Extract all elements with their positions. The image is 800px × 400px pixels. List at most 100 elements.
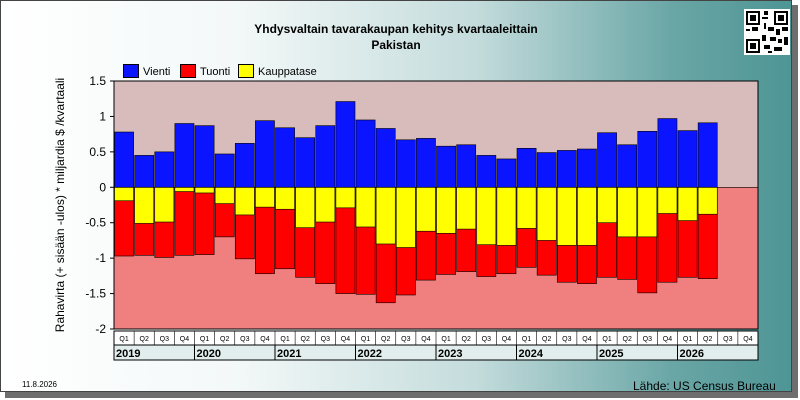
x-tick-label: Q3: [240, 336, 249, 343]
year-label: 2022: [358, 348, 382, 360]
x-tick-label: Q1: [522, 336, 531, 343]
x-tick-label: Q4: [663, 336, 672, 343]
bar-vienti: [677, 130, 698, 188]
year-label: 2025: [599, 348, 623, 360]
x-tick-label: Q3: [482, 336, 491, 343]
bar-kauppatase: [516, 186, 537, 229]
bar-kauppatase: [476, 186, 497, 245]
footer-date: 11.8.2026: [22, 380, 57, 389]
bar-vienti: [275, 127, 295, 188]
x-tick-label: Q2: [140, 336, 149, 343]
bar-kauppatase: [577, 186, 597, 246]
bar-kauppatase: [416, 186, 436, 232]
bar-kauppatase: [617, 186, 638, 238]
qr-code-icon: [744, 9, 790, 55]
bar-vienti: [436, 145, 456, 188]
plot-border: [113, 80, 759, 330]
bar-kauppatase: [657, 186, 678, 214]
x-tick-label: Q4: [421, 336, 430, 343]
bar-vienti: [335, 101, 356, 188]
legend-label-tuonti: Tuonti: [200, 66, 231, 78]
bar-kauppatase: [214, 186, 235, 204]
bar-vienti: [697, 122, 718, 188]
bar-vienti: [416, 138, 436, 188]
legend-swatch-tuonti: [180, 64, 196, 78]
bar-kauppatase: [194, 186, 215, 194]
bar-vienti: [255, 120, 275, 188]
bar-kauppatase: [255, 186, 275, 208]
chart-subtitle: Pakistan: [371, 38, 421, 52]
legend-label-vienti: Vienti: [143, 66, 171, 78]
y-tick-label: 0.5: [89, 145, 106, 159]
x-tick-label: Q3: [562, 336, 571, 343]
bar-vienti: [315, 125, 336, 188]
y-tick-label: -0.5: [85, 216, 106, 230]
bar-kauppatase: [295, 186, 316, 228]
x-tick-label: Q1: [119, 336, 128, 343]
bar-kauppatase: [315, 186, 336, 223]
x-tick-label: Q2: [462, 336, 471, 343]
bar-kauppatase: [677, 186, 698, 221]
bar-kauppatase: [134, 186, 155, 224]
year-label: 2023: [438, 348, 462, 360]
bar-vienti: [456, 144, 477, 188]
legend-swatch-kauppatase: [238, 64, 254, 78]
bar-vienti: [496, 158, 517, 188]
legend-label-kauppatase: Kauppatase: [258, 66, 317, 78]
bar-kauppatase: [395, 186, 416, 248]
x-tick-label: Q1: [361, 336, 370, 343]
bar-vienti: [556, 150, 577, 188]
bar-kauppatase: [154, 186, 175, 223]
bar-kauppatase: [496, 186, 517, 246]
x-tick-label: Q1: [441, 336, 450, 343]
bar-vienti: [134, 155, 155, 188]
x-tick-label: Q1: [280, 336, 289, 343]
x-tick-label: Q3: [321, 336, 330, 343]
x-tick-label: Q1: [200, 336, 209, 343]
x-tick-label: Q3: [160, 336, 169, 343]
y-tick-label: 1: [99, 109, 106, 123]
chart-plot: 1.5 1 0.5 0 -0.5 -1 -1.5 -2 Q1 Q2 Q3 Q4 Q1 Q2 Q3 Q4 Q1 Q2…: [85, 74, 759, 361]
chart-title: Yhdysvaltain tavarakaupan kehitys kvarta…: [254, 22, 538, 36]
footer-source: Lähde: US Census Bureau: [633, 379, 776, 393]
bar-kauppatase: [456, 186, 477, 230]
bar-kauppatase: [597, 186, 617, 224]
bar-vienti: [617, 144, 638, 188]
x-tick-label: Q4: [341, 336, 350, 343]
year-label: 2021: [277, 348, 301, 360]
bar-vienti: [536, 152, 557, 188]
bar-vienti: [234, 143, 255, 188]
bar-vienti: [657, 118, 678, 188]
x-tick-label: Q2: [623, 336, 632, 343]
x-tick-label: Q2: [542, 336, 551, 343]
year-label: 2026: [680, 348, 704, 360]
x-tick-label: Q2: [381, 336, 390, 343]
y-tick-label: -1.5: [85, 287, 106, 301]
x-tick-label: Q2: [220, 336, 229, 343]
bar-vienti: [355, 119, 376, 188]
bar-vienti: [637, 131, 658, 188]
x-tick-label: Q4: [502, 336, 511, 343]
frame-shadow-right: [792, 5, 798, 397]
y-tick-label: -2: [95, 322, 106, 336]
bar-vienti: [395, 139, 416, 188]
bar-vienti: [174, 123, 195, 188]
x-tick-label: Q4: [260, 336, 269, 343]
bar-vienti: [114, 131, 134, 188]
bar-vienti: [154, 151, 175, 188]
year-label: 2020: [197, 348, 221, 360]
legend-swatch-vienti: [123, 64, 139, 78]
x-tick-label: Q3: [643, 336, 652, 343]
bar-kauppatase: [697, 186, 718, 215]
bar-kauppatase: [335, 186, 356, 209]
bar-kauppatase: [637, 186, 658, 238]
x-tick-label: Q4: [582, 336, 591, 343]
bar-vienti: [577, 148, 597, 188]
bar-kauppatase: [174, 186, 195, 192]
bar-kauppatase: [114, 186, 134, 202]
y-tick-label: 1.5: [89, 74, 106, 88]
bar-vienti: [516, 148, 537, 188]
x-tick-label: Q3: [723, 336, 732, 343]
x-tick-label: Q1: [683, 336, 692, 343]
bar-kauppatase: [375, 186, 396, 245]
